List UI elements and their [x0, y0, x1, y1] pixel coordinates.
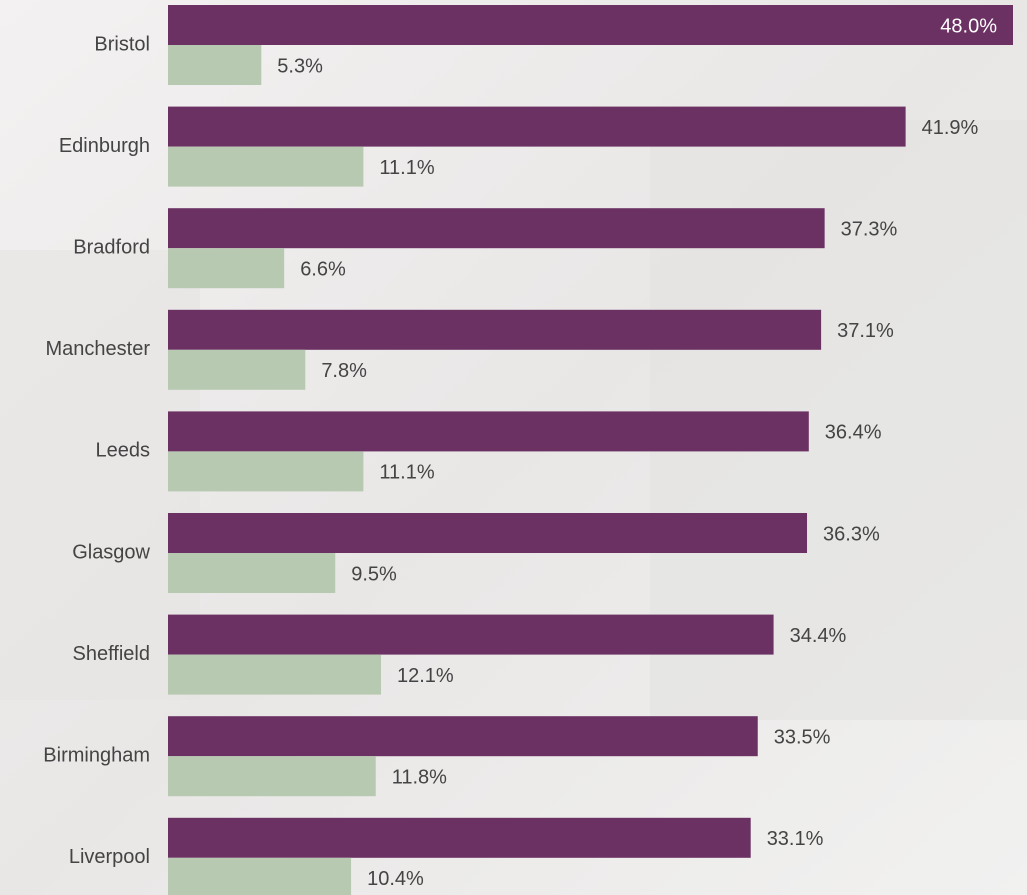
bar: [168, 857, 352, 895]
value-label: 37.1%: [837, 320, 894, 342]
value-label: 33.1%: [767, 828, 824, 850]
value-label: 48.0%: [940, 15, 997, 37]
bar: [168, 349, 306, 390]
value-label: 5.3%: [277, 55, 323, 77]
bar: [168, 614, 774, 655]
bar: [168, 248, 285, 289]
value-label: 41.9%: [922, 117, 979, 139]
bar: [168, 451, 364, 492]
category-label: Leeds: [96, 440, 151, 462]
value-label: 9.5%: [351, 563, 397, 585]
category-label: Edinburgh: [59, 135, 150, 157]
category-label: Liverpool: [69, 846, 150, 868]
bar: [168, 106, 906, 147]
bar: [168, 716, 758, 757]
bar: [168, 146, 364, 187]
bar: [168, 309, 822, 350]
bar: [168, 5, 1013, 45]
bar: [168, 553, 336, 593]
bar: [168, 208, 825, 249]
value-label: 36.4%: [825, 422, 882, 444]
value-label: 11.8%: [392, 766, 447, 788]
bar: [168, 654, 382, 695]
category-label: Bradford: [73, 236, 150, 258]
value-label: 11.1%: [379, 157, 434, 179]
background-wall: [0, 250, 200, 700]
value-label: 36.3%: [823, 523, 880, 545]
category-label: Sheffield: [73, 643, 150, 665]
bar: [168, 411, 809, 452]
value-label: 33.5%: [774, 726, 831, 748]
category-label: Birmingham: [43, 744, 150, 766]
bar: [168, 817, 751, 858]
value-label: 10.4%: [367, 868, 424, 890]
bar: [168, 513, 808, 553]
bar: [168, 45, 262, 85]
bar: [168, 756, 376, 797]
value-label: 7.8%: [321, 360, 367, 382]
value-label: 6.6%: [300, 258, 346, 280]
category-label: Glasgow: [72, 541, 150, 563]
category-label: Manchester: [46, 338, 151, 360]
category-label: Bristol: [94, 33, 150, 55]
value-label: 37.3%: [841, 218, 898, 240]
value-label: 11.1%: [379, 462, 434, 484]
value-label: 34.4%: [790, 625, 847, 647]
value-label: 12.1%: [397, 665, 454, 687]
